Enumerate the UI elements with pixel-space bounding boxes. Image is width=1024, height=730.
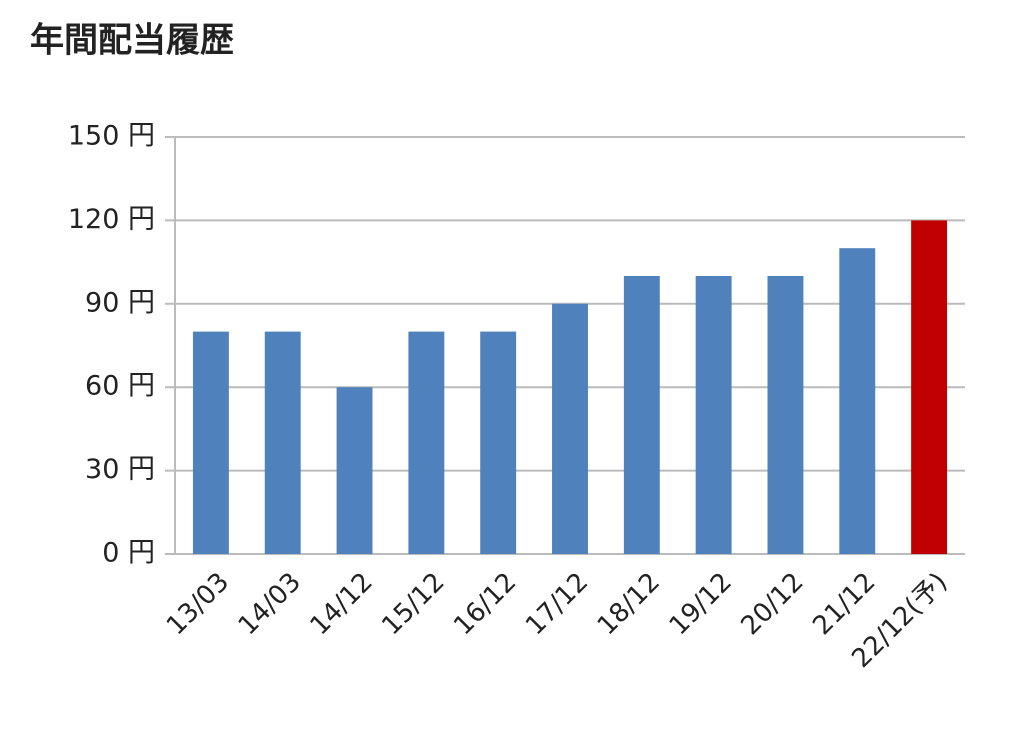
y-tick-label: 0 円	[102, 538, 155, 569]
x-tick-label: 15/12	[376, 567, 450, 641]
x-tick-label: 16/12	[448, 567, 522, 641]
x-tick-label: 14/03	[233, 567, 307, 641]
y-tick-label: 90 円	[85, 287, 155, 318]
bar	[480, 331, 517, 554]
x-tick-label: 17/12	[520, 567, 594, 641]
y-tick-label: 150 円	[68, 121, 155, 152]
y-tick-label: 120 円	[68, 204, 155, 235]
bar	[767, 276, 804, 554]
bar	[336, 387, 373, 554]
chart-title: 年間配当履歴	[30, 21, 234, 61]
bar	[408, 331, 445, 554]
x-tick-label: 13/03	[161, 567, 235, 641]
x-tick-label: 20/12	[736, 567, 810, 641]
y-tick-label: 30 円	[85, 454, 155, 485]
bar	[695, 276, 732, 554]
bar	[839, 248, 876, 554]
bar	[192, 331, 229, 554]
bar	[911, 220, 948, 554]
x-tick-label: 14/12	[305, 567, 379, 641]
bar	[623, 276, 660, 554]
bar	[552, 303, 588, 554]
y-tick-label: 60 円	[85, 371, 155, 402]
bar	[264, 331, 301, 554]
x-tick-label: 19/12	[664, 567, 738, 641]
x-tick-label: 18/12	[592, 567, 666, 641]
